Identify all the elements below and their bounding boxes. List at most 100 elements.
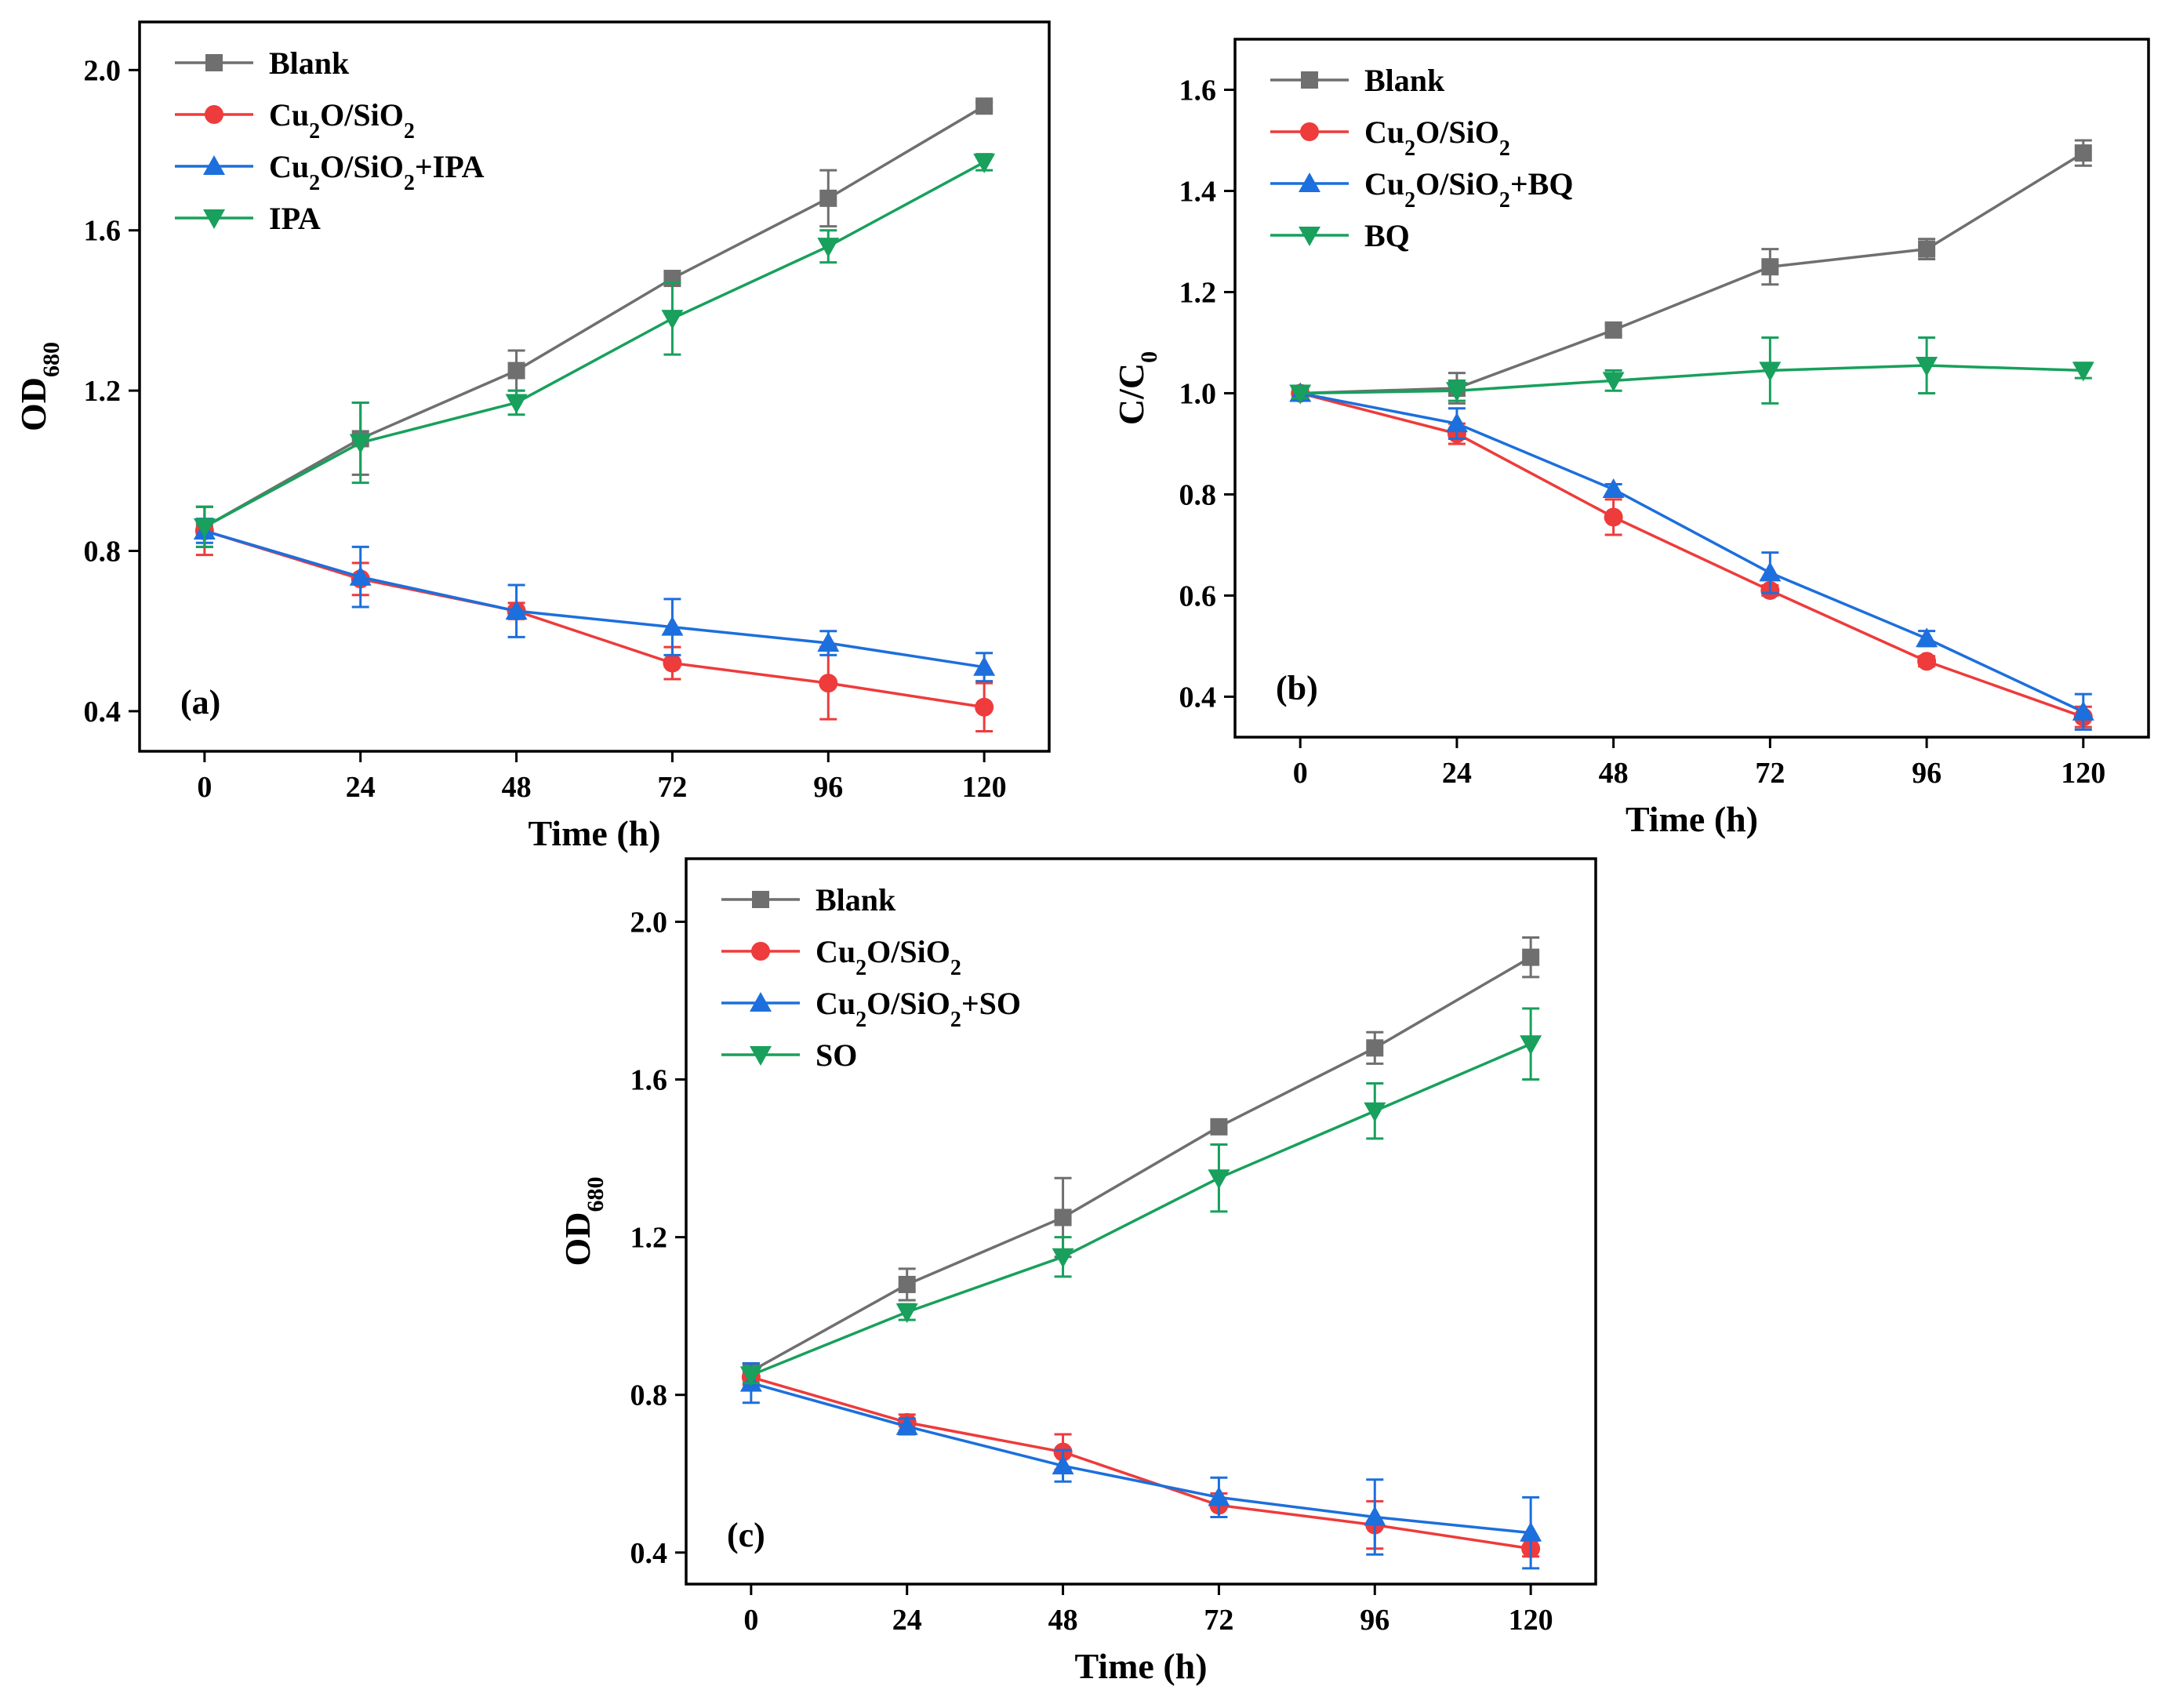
legend-marker [203, 209, 225, 229]
x-tick-label: 48 [1599, 757, 1629, 790]
x-tick-label: 24 [1442, 757, 1472, 790]
data-point [817, 632, 840, 652]
data-point [1364, 1102, 1386, 1122]
data-point [1759, 362, 1782, 382]
x-tick-label: 96 [813, 771, 843, 804]
data-point [895, 1415, 918, 1435]
data-point [1916, 356, 1938, 376]
data-point [1602, 372, 1625, 392]
x-tick-label: 48 [502, 771, 532, 804]
x-tick-label: 120 [962, 771, 1007, 804]
x-tick-label: 24 [346, 771, 376, 804]
data-point [349, 565, 372, 586]
plot-frame [138, 20, 1051, 753]
data-point [1917, 652, 1937, 671]
series-Cu2O/SiO2+SO [739, 1361, 1542, 1570]
series-line [1299, 391, 2084, 718]
panel-label: (a) [180, 683, 220, 721]
series-line [750, 1381, 1531, 1535]
series-line [1299, 391, 2084, 714]
y-tick-label: 2.0 [84, 54, 122, 87]
data-point [1918, 240, 1936, 258]
data-point [1364, 1506, 1386, 1526]
legend-label: SO [816, 1038, 857, 1073]
data-point [895, 1303, 918, 1324]
x-axis-title: Time (h) [528, 813, 660, 853]
legend-label: Blank [816, 882, 896, 918]
data-point [663, 653, 682, 673]
data-point [2074, 144, 2092, 162]
y-tick-label: 0.4 [630, 1537, 668, 1570]
data-point [819, 674, 838, 693]
data-point [739, 1366, 762, 1386]
data-point [1208, 1169, 1230, 1190]
series-Blank [742, 936, 1540, 1381]
y-tick-label: 2.0 [630, 906, 668, 939]
y-tick-label: 1.2 [84, 375, 122, 408]
y-tick-label: 1.2 [1179, 276, 1217, 309]
data-point [1916, 627, 1938, 648]
x-tick-label: 48 [1048, 1604, 1078, 1637]
series-line [203, 104, 986, 529]
data-point [1759, 561, 1782, 582]
series-line [204, 529, 985, 709]
data-point [349, 434, 372, 454]
legend-marker [1300, 122, 1319, 141]
data-point [817, 238, 840, 258]
y-tick-label: 1.2 [630, 1222, 668, 1255]
series-SO [739, 1007, 1542, 1386]
legend-label: BQ [1364, 218, 1410, 253]
legend: Blank Cu2O/SiO2 Cu2O/SiO2+SO SO [721, 882, 1021, 1073]
data-point [507, 362, 525, 380]
series-line [750, 956, 1532, 1373]
data-point [1445, 382, 1468, 402]
x-tick-label: 120 [1509, 1604, 1553, 1637]
series-line [204, 161, 985, 529]
y-tick-label: 0.8 [1179, 478, 1217, 511]
data-point [975, 697, 994, 717]
data-point [1052, 1248, 1074, 1268]
legend-marker [205, 105, 223, 124]
series-Cu2O/SiO2 [1291, 383, 2093, 729]
data-point [1602, 478, 1625, 498]
y-tick-label: 0.8 [630, 1379, 668, 1412]
legend-marker [1301, 71, 1318, 89]
y-tick-label: 0.4 [84, 696, 122, 729]
data-point [1604, 507, 1623, 527]
legend-marker [1299, 173, 1320, 192]
y-tick-label: 1.4 [1179, 175, 1217, 208]
x-tick-label: 120 [2061, 757, 2105, 790]
x-tick-label: 72 [1755, 757, 1785, 790]
series-line [204, 529, 985, 669]
series-line [1300, 364, 2083, 395]
legend-label: Cu2O/SiO2 [269, 97, 415, 144]
data-point [1522, 948, 1540, 966]
y-tick-label: 0.8 [84, 536, 122, 569]
panel-label: (c) [727, 1516, 765, 1554]
y-axis-title: OD680 [13, 342, 64, 431]
y-tick-label: 1.6 [84, 215, 122, 248]
data-point [819, 189, 837, 207]
series-Cu2O/SiO2 [741, 1368, 1541, 1558]
data-point [1366, 1039, 1384, 1057]
data-point [973, 656, 996, 676]
series-line [1300, 151, 2084, 395]
data-point [2072, 700, 2094, 721]
data-point [975, 97, 994, 115]
data-point [505, 394, 528, 414]
data-point [1761, 258, 1779, 276]
series-line [750, 1375, 1531, 1550]
x-tick-label: 24 [892, 1604, 922, 1637]
series-BQ [1289, 336, 2094, 405]
y-axis-title-group: OD680 [558, 1177, 608, 1266]
legend-marker [205, 54, 223, 71]
legend-marker [750, 992, 772, 1012]
chart-panel-b: 0 24 48 72 96 120 0.4 0.6 0.8 1.0 1.2 1.4 1.6 Time (h… [1111, 38, 2150, 839]
y-tick-label: 0.4 [1179, 681, 1217, 714]
chart-panel-a: 0 24 48 72 96 120 0.4 0.8 1.2 1.6 2.0 Time (h) OD680… [13, 20, 1051, 853]
x-tick-label: 0 [743, 1604, 758, 1637]
legend-label: Cu2O/SiO2+BQ [1364, 166, 1573, 213]
series-Cu2O/SiO2+BQ [1289, 382, 2094, 731]
data-point [1520, 1521, 1542, 1542]
